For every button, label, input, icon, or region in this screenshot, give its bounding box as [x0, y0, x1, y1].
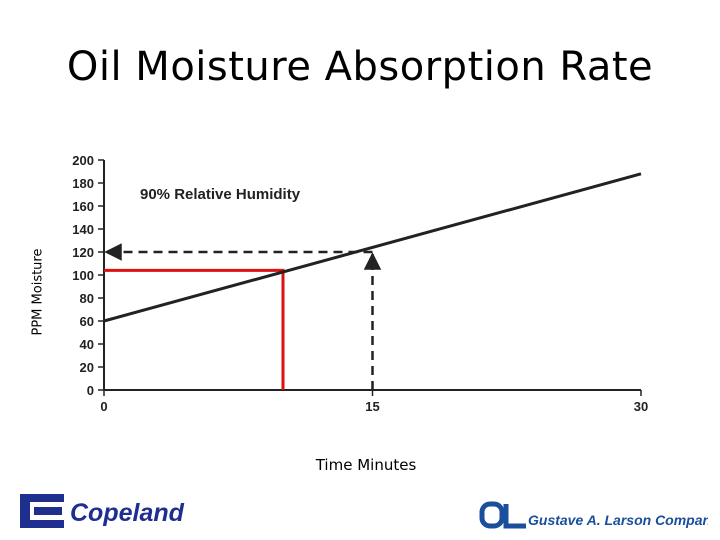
copeland-logo-image: Copeland	[20, 494, 185, 528]
y-tick-label: 60	[80, 314, 94, 329]
y-tick-label: 0	[87, 383, 94, 398]
larson-logo-image: Gustave A. Larson Company	[479, 501, 720, 529]
x-tick-label: 30	[634, 399, 648, 414]
y-tick-label: 160	[72, 199, 94, 214]
copeland-logo: Copeland	[18, 490, 228, 538]
y-tick-label: 40	[80, 337, 94, 352]
series-line	[103, 172, 642, 323]
chart-title: Oil Moisture Absorption Rate	[66, 44, 654, 90]
x-tick-label: 15	[365, 399, 379, 414]
y-tick-label: 100	[72, 268, 94, 283]
x-tick-label: 0	[100, 399, 107, 414]
y-tick-label: 80	[80, 291, 94, 306]
y-tick-label: 140	[72, 222, 94, 237]
y-tick-label: 200	[72, 153, 94, 168]
y-tick-label: 120	[72, 245, 94, 260]
chart-annotation: 90% Relative Humidity	[140, 186, 301, 203]
y-tick-label: 180	[72, 176, 94, 191]
y-tick-label: 20	[80, 360, 94, 375]
x-axis-label: Time Minutes	[315, 456, 417, 474]
larson-logo-text: Gustave A. Larson Company	[528, 512, 708, 528]
copeland-logo-text: Copeland	[70, 499, 185, 527]
larson-logo: Gustave A. Larson Company	[478, 496, 720, 540]
guide-red-line	[104, 268, 285, 390]
